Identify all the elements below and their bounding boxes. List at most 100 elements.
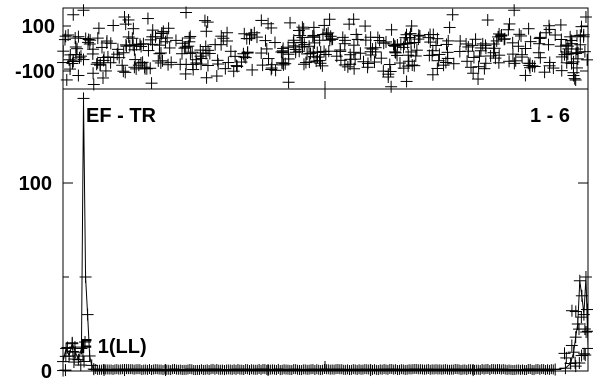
phase-point-d334 [87, 43, 100, 56]
phase-point-d406 [227, 65, 240, 78]
phase-point-d286 [71, 42, 84, 55]
phase-point-d316 [533, 37, 546, 50]
phase-point-d408 [165, 56, 178, 69]
amplitude-edge-25 [61, 341, 74, 354]
phase-point-d150 [304, 47, 317, 60]
phase-point-d353 [534, 31, 547, 44]
phase-point-d356 [142, 44, 155, 57]
amplitude-edge-28 [76, 350, 89, 363]
phase-point-d2 [366, 43, 379, 56]
phase-point-d407 [479, 39, 492, 52]
phase-point-d19 [543, 23, 556, 36]
phase-point-d279 [186, 46, 199, 59]
phase-point-d300 [508, 57, 521, 70]
phase-point-d199 [282, 52, 295, 65]
phase-point-d202 [519, 42, 532, 55]
amplitude-y-ticks: 0 100 [19, 88, 588, 380]
phase-point-d189 [413, 30, 426, 43]
phase-point-d171 [354, 47, 367, 60]
phase-point-d329 [344, 53, 357, 66]
phase-point-d274 [368, 56, 381, 69]
amplitude-line [62, 98, 589, 371]
phase-point-d85 [502, 23, 515, 36]
phase-point-d271 [423, 49, 436, 62]
phase-point-d93 [116, 59, 129, 72]
phase-point-d313 [101, 50, 114, 63]
phase-point-d381 [250, 31, 263, 44]
phase-point-d349 [493, 27, 506, 40]
phase-point-d66 [201, 59, 214, 72]
phase-point-d332 [341, 60, 354, 73]
phase-point-d207 [298, 38, 311, 51]
amplitude-edge-0 [79, 336, 92, 349]
phase-point-d376 [523, 61, 536, 74]
phase-point-d253 [519, 69, 532, 82]
phase-point-d21 [169, 34, 182, 47]
phase-point-d282 [565, 57, 578, 70]
amplitude-edge-20 [579, 349, 592, 362]
phase-point-d198 [443, 21, 456, 34]
phase-point-d107 [512, 40, 525, 53]
phase-point-d327 [422, 31, 435, 44]
phase-point-d174 [383, 58, 396, 71]
phase-point-d289 [152, 54, 165, 67]
phase-point-21 [385, 80, 398, 93]
phase-point-d278 [571, 52, 584, 65]
phase-point-d414 [107, 19, 120, 32]
phase-point-d208 [59, 30, 72, 43]
amplitude-edge-18 [578, 347, 591, 360]
phase-point-d20 [348, 62, 361, 75]
phase-point-d89 [64, 63, 77, 76]
phase-point-d266 [117, 65, 130, 78]
phase-point-d358 [153, 47, 166, 60]
phase-point-d177 [568, 72, 581, 85]
phase-point-d337 [498, 32, 511, 45]
phase-point-d369 [308, 36, 321, 49]
phase-point-d64 [478, 62, 491, 75]
phase-point-d284 [157, 25, 170, 38]
phase-point-d92 [99, 64, 112, 77]
amplitude-edge-4 [74, 359, 87, 372]
phase-point-d176 [442, 34, 455, 47]
phase-point-d216 [503, 55, 516, 68]
phase-point-d97 [379, 35, 392, 48]
phase-point-d320 [237, 47, 250, 60]
phase-point-d77 [484, 49, 497, 62]
phase-point-d350 [265, 63, 278, 76]
phase-point-d386 [111, 43, 124, 56]
phase-point-d375 [581, 53, 593, 66]
phase-point-d147 [469, 33, 482, 46]
phase-point-24 [446, 8, 459, 21]
phase-point-d111 [58, 33, 71, 46]
phase-point-d364 [179, 41, 192, 54]
amplitude-point-7 [77, 92, 90, 105]
phase-point-d382 [141, 12, 154, 25]
phase-point-d412 [215, 38, 228, 51]
phase-point-d201 [297, 58, 310, 71]
phase-point-d228 [212, 58, 225, 71]
amplitude-edge-29 [68, 353, 81, 366]
phase-point-d338 [277, 58, 290, 71]
phase-point-d117 [176, 47, 189, 60]
phase-point-d138 [498, 33, 511, 46]
phase-point-d374 [357, 55, 370, 68]
phase-point-d379 [371, 31, 384, 44]
phase-point-d395 [161, 31, 174, 44]
phase-point-d354 [336, 31, 349, 44]
phase-point-d42 [297, 22, 310, 35]
phase-point-d335 [377, 37, 390, 50]
amplitude-baseline-239 [548, 364, 559, 375]
phase-point-6 [92, 22, 105, 35]
phase-point-d186 [306, 30, 319, 43]
phase-point-d178 [472, 60, 485, 73]
phase-point-d242 [200, 47, 213, 60]
amplitude-baseline-64 [211, 363, 222, 374]
amplitude-edge-15 [581, 325, 593, 338]
phase-point-d417 [136, 56, 149, 69]
phase-point-d264 [447, 57, 460, 70]
amplitude-point-22 [567, 346, 580, 359]
amplitude-point-23 [569, 331, 582, 344]
phase-point-d371 [516, 51, 529, 64]
phase-point-d273 [69, 32, 82, 45]
